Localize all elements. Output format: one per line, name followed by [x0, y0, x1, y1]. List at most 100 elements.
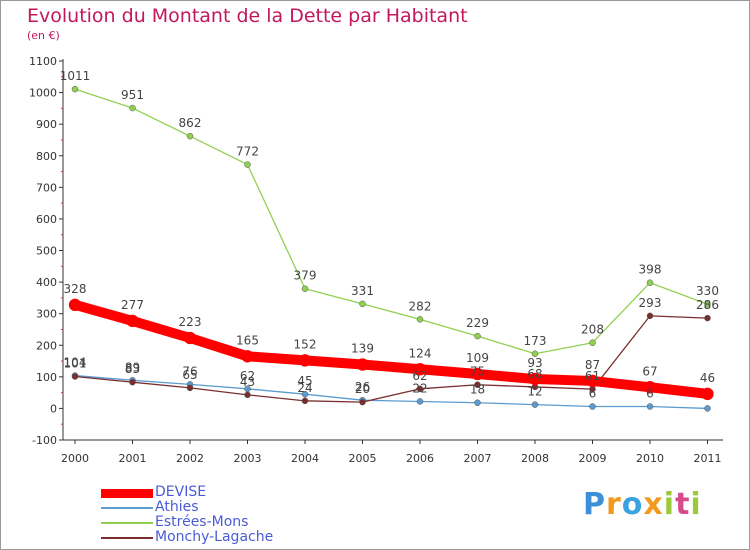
data-point-athies [589, 403, 596, 410]
data-point-estr-es-mons [416, 316, 424, 323]
x-tick-label: 2000 [61, 452, 89, 465]
data-label-estr-es-mons: 862 [179, 116, 202, 130]
data-point-estr-es-mons [186, 132, 194, 140]
legend-swatch [101, 522, 153, 524]
data-label-estr-es-mons: 282 [409, 299, 432, 313]
data-point-devise [413, 363, 427, 376]
series-line-estr-es-mons [74, 88, 709, 355]
chart-series [68, 85, 714, 412]
data-label-devise: 328 [64, 282, 87, 296]
y-tick-label: 300 [36, 308, 57, 321]
data-label-monchy-lagache: 75 [470, 365, 485, 379]
data-point-monchy-lagache [301, 397, 309, 405]
data-label-athies: 12 [527, 385, 542, 399]
data-point-monchy-lagache [416, 385, 424, 393]
legend-swatch [101, 489, 153, 498]
data-point-devise [68, 298, 82, 312]
chart-data-labels: 104 89 76 62 45 26 22 18 12 6 6 1011 951 862 772 379 331… [60, 69, 719, 400]
data-label-athies: 89 [125, 360, 140, 374]
data-label-devise: 277 [121, 298, 144, 312]
x-tick-label: 2005 [349, 452, 377, 465]
data-point-devise [701, 387, 714, 401]
data-label-devise: 223 [179, 315, 202, 329]
data-point-athies [301, 390, 309, 398]
data-point-estr-es-mons [129, 104, 136, 112]
legend-label: Estrées-Mons [155, 514, 249, 530]
legend-label: Athies [155, 499, 199, 515]
x-tick-label: 2001 [119, 452, 147, 465]
data-label-estr-es-mons: 330 [696, 284, 719, 298]
x-tick-label: 2007 [464, 452, 492, 465]
data-point-monchy-lagache [359, 398, 366, 406]
x-tick-label: 2006 [406, 452, 434, 465]
legend-label: Monchy-Lagache [155, 529, 274, 545]
y-tick-label: 1000 [29, 87, 57, 100]
x-tick-label: 2008 [521, 452, 549, 465]
series-line-devise [70, 299, 713, 399]
data-label-estr-es-mons: 229 [466, 316, 489, 330]
data-point-estr-es-mons [359, 300, 366, 308]
data-label-estr-es-mons: 208 [581, 323, 604, 337]
data-point-athies [416, 398, 424, 405]
y-tick-label: 400 [36, 276, 57, 289]
chart-axes: -100 0 100 200 300 400 500 600 700 800 900 1000 1100… [29, 55, 723, 465]
data-label-devise: 152 [294, 337, 317, 351]
legend-swatch [101, 537, 153, 539]
chart-legend: DEVISE Athies Estrées-Mons Monchy-Lagache [101, 485, 321, 545]
data-point-monchy-lagache [646, 312, 654, 320]
data-point-athies [531, 401, 539, 408]
legend-label: DEVISE [155, 484, 207, 500]
data-point-devise [356, 358, 369, 371]
data-point-monchy-lagache [129, 378, 136, 386]
data-label-monchy-lagache: 293 [639, 296, 662, 310]
data-point-devise [241, 350, 254, 363]
data-point-estr-es-mons [531, 350, 539, 358]
data-label-monchy-lagache: 24 [297, 381, 312, 395]
data-label-athies: 62 [240, 369, 255, 383]
y-tick-label: 900 [36, 118, 57, 131]
data-label-athies: 104 [64, 356, 87, 370]
data-label-devise: 139 [351, 342, 374, 356]
legend-item: Estrées-Mons [101, 515, 321, 530]
data-point-athies [704, 405, 711, 412]
x-tick-label: 2009 [579, 452, 607, 465]
legend-item: DEVISE [101, 485, 321, 500]
chart-title: Evolution du Montant de la Dette par Hab… [27, 5, 468, 27]
data-label-monchy-lagache: 62 [412, 369, 427, 383]
data-label-devise: 124 [409, 346, 432, 360]
data-point-estr-es-mons [244, 161, 251, 168]
data-label-athies: 45 [297, 374, 312, 388]
data-point-devise [298, 354, 312, 367]
series-line-monchy-lagache [74, 315, 709, 403]
data-point-monchy-lagache [474, 381, 481, 388]
y-tick-label: -100 [32, 434, 57, 447]
logo-letter: o [621, 487, 644, 522]
data-point-monchy-lagache [244, 391, 251, 399]
data-point-devise [126, 314, 139, 328]
data-point-monchy-lagache [186, 384, 194, 392]
data-label-estr-es-mons: 951 [121, 88, 144, 102]
data-point-athies [646, 403, 654, 410]
y-tick-label: 700 [36, 181, 57, 194]
data-point-devise [643, 381, 657, 394]
x-tick-label: 2004 [291, 452, 319, 465]
y-tick-label: 800 [36, 150, 57, 163]
logo-letter: r [606, 487, 622, 522]
x-tick-label: 2003 [234, 452, 262, 465]
data-label-monchy-lagache: 61 [585, 369, 600, 383]
data-label-devise: 87 [585, 358, 600, 372]
data-label-devise: 67 [642, 364, 657, 378]
data-label-devise: 46 [700, 371, 715, 385]
data-point-devise [586, 374, 599, 388]
legend-swatch [101, 507, 153, 509]
y-tick-label: 100 [36, 371, 57, 384]
data-label-estr-es-mons: 379 [294, 269, 317, 283]
x-tick-label: 2002 [176, 452, 204, 465]
data-point-athies [474, 399, 481, 406]
data-label-estr-es-mons: 772 [236, 145, 259, 159]
data-label-estr-es-mons: 398 [639, 263, 662, 277]
data-label-monchy-lagache: 43 [240, 375, 255, 389]
logo-letter: i [663, 487, 676, 522]
data-label-monchy-lagache: 101 [64, 357, 87, 371]
